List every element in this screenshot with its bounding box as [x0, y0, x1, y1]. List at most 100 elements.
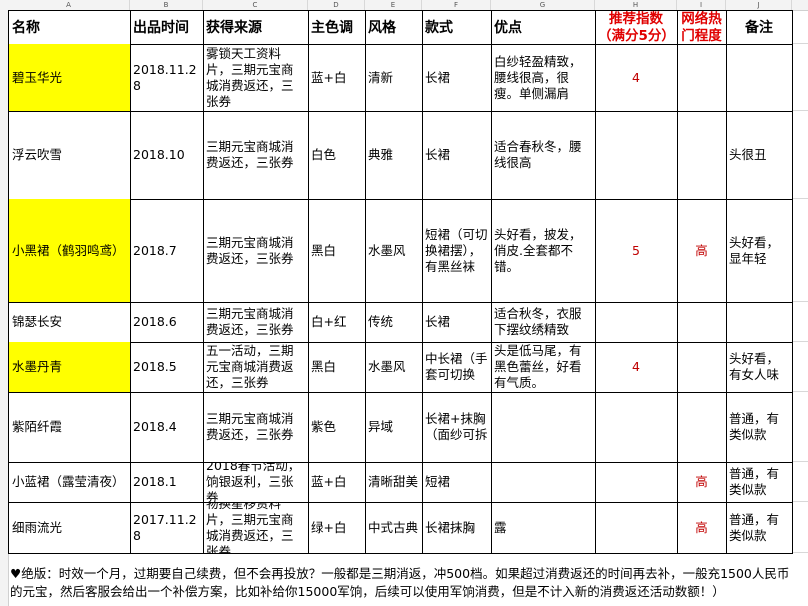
cell-hot[interactable]: [677, 111, 727, 200]
cell-hot[interactable]: [677, 392, 727, 463]
cell-style[interactable]: 水墨风: [365, 199, 423, 303]
header-cell-color[interactable]: 主色调: [308, 10, 366, 45]
cell-source[interactable]: 物换星移资料片，三期元宝商城消费返还，三张券: [203, 502, 309, 554]
cell-rating[interactable]: [595, 302, 678, 343]
column-letter-D[interactable]: D: [308, 0, 365, 10]
cell-rating[interactable]: [595, 502, 678, 554]
cell-name[interactable]: 小蓝裙（露莹清夜）: [8, 462, 131, 503]
cell-name[interactable]: 小黑裙（鹤羽鸣鸢）: [8, 199, 131, 303]
cell-pros[interactable]: 头是低马尾，有黑色蕾丝，好看有气质。: [491, 342, 596, 393]
column-letter-B[interactable]: B: [130, 0, 203, 10]
cell-rating[interactable]: 5: [595, 199, 678, 303]
cell-date[interactable]: 2018.4: [130, 392, 204, 463]
cell-name[interactable]: 细雨流光: [8, 502, 131, 554]
cell-hot[interactable]: [677, 302, 727, 343]
column-letter-H[interactable]: H: [595, 0, 677, 10]
cell-hot[interactable]: 高: [677, 462, 727, 503]
cell-color[interactable]: 黑白: [308, 342, 366, 393]
cell-style[interactable]: 传统: [365, 302, 423, 343]
cell-rating[interactable]: 4: [595, 44, 678, 112]
cell-type[interactable]: 长裙: [422, 44, 492, 112]
cell-style[interactable]: 中式古典: [365, 502, 423, 554]
header-cell-rating[interactable]: 推荐指数（满分5分）: [595, 10, 678, 45]
header-cell-hot[interactable]: 网络热门程度: [677, 10, 727, 45]
cell-style[interactable]: 清新: [365, 44, 423, 112]
cell-type[interactable]: 长裙: [422, 111, 492, 200]
cell-hot[interactable]: [677, 342, 727, 393]
cell-note[interactable]: 普通，有类似款: [726, 392, 793, 463]
cell-color[interactable]: 紫色: [308, 392, 366, 463]
cell-type[interactable]: 短裙（可切换裙摆），有黑丝袜: [422, 199, 492, 303]
cell-name[interactable]: 紫陌纤霞: [8, 392, 131, 463]
cell-source[interactable]: 五一活动，三期元宝商城消费返还，三张券: [203, 342, 309, 393]
cell-type[interactable]: 长裙抹胸: [422, 502, 492, 554]
column-letter-E[interactable]: E: [365, 0, 422, 10]
column-letter-C[interactable]: C: [203, 0, 308, 10]
cell-color[interactable]: 绿+白: [308, 502, 366, 554]
cell-color[interactable]: 蓝+白: [308, 462, 366, 503]
cell-type[interactable]: 长裙: [422, 302, 492, 343]
cell-source[interactable]: 三期元宝商城消费返还，三张券: [203, 392, 309, 463]
cell-rating[interactable]: [595, 392, 678, 463]
header-cell-style[interactable]: 风格: [365, 10, 423, 45]
cell-color[interactable]: 蓝+白: [308, 44, 366, 112]
column-letter-F[interactable]: F: [422, 0, 491, 10]
cell-note[interactable]: 普通，有类似款: [726, 502, 793, 554]
cell-source[interactable]: 三期元宝商城消费返还，三张券: [203, 199, 309, 303]
cell-name[interactable]: 锦瑟长安: [8, 302, 131, 343]
cell-pros[interactable]: 头好看，披发，俏皮.全套都不错。: [491, 199, 596, 303]
cell-name[interactable]: 水墨丹青: [8, 342, 131, 393]
header-cell-name[interactable]: 名称: [8, 10, 131, 45]
header-cell-type[interactable]: 款式: [422, 10, 492, 45]
cell-note[interactable]: [726, 44, 793, 112]
header-cell-date[interactable]: 出品时间: [130, 10, 204, 45]
cell-style[interactable]: 异域: [365, 392, 423, 463]
cell-note[interactable]: 头很丑: [726, 111, 793, 200]
cell-pros[interactable]: 露: [491, 502, 596, 554]
cell-source[interactable]: 2018春节活动，饷银返利，三张券: [203, 462, 309, 503]
cell-pros[interactable]: [491, 462, 596, 503]
cell-pros[interactable]: 适合春秋冬，腰线很高: [491, 111, 596, 200]
cell-style[interactable]: 水墨风: [365, 342, 423, 393]
cell-rating[interactable]: [595, 111, 678, 200]
cell-pros[interactable]: 白纱轻盈精致，腰线很高，很瘦。单侧漏肩: [491, 44, 596, 112]
cell-style[interactable]: 典雅: [365, 111, 423, 200]
cell-color[interactable]: 黑白: [308, 199, 366, 303]
column-letter-J[interactable]: J: [726, 0, 792, 10]
cell-name[interactable]: 浮云吹雪: [8, 111, 131, 200]
column-letter-G[interactable]: G: [491, 0, 595, 10]
cell-color[interactable]: 白+红: [308, 302, 366, 343]
cell-note[interactable]: 头好看，有女人味: [726, 342, 793, 393]
header-cell-pros[interactable]: 优点: [491, 10, 596, 45]
cell-type[interactable]: 长裙+抹胸（面纱可拆: [422, 392, 492, 463]
cell-pros[interactable]: [491, 392, 596, 463]
cell-source[interactable]: 三期元宝商城消费返还，三张券: [203, 111, 309, 200]
cell-hot[interactable]: 高: [677, 502, 727, 554]
cell-date[interactable]: 2018.11.28: [130, 44, 204, 112]
cell-name[interactable]: 碧玉华光: [8, 44, 131, 112]
cell-date[interactable]: 2018.7: [130, 199, 204, 303]
cell-type[interactable]: 短裙: [422, 462, 492, 503]
cell-date[interactable]: 2017.11.28: [130, 502, 204, 554]
header-cell-source[interactable]: 获得来源: [203, 10, 309, 45]
cell-date[interactable]: 2018.10: [130, 111, 204, 200]
column-letter-I[interactable]: I: [677, 0, 726, 10]
cell-pros[interactable]: 适合秋冬，衣服下摆纹绣精致: [491, 302, 596, 343]
header-cell-note[interactable]: 备注: [726, 10, 793, 45]
cell-hot[interactable]: 高: [677, 199, 727, 303]
cell-source[interactable]: 三期元宝商城消费返还，三张券: [203, 302, 309, 343]
cell-note[interactable]: 普通，有类似款: [726, 462, 793, 503]
cell-note[interactable]: 头好看，显年轻: [726, 199, 793, 303]
cell-rating[interactable]: [595, 462, 678, 503]
cell-rating[interactable]: 4: [595, 342, 678, 393]
cell-hot[interactable]: [677, 44, 727, 112]
cell-source[interactable]: 雾锁天工资料片，三期元宝商城消费返还，三张券: [203, 44, 309, 112]
cell-date[interactable]: 2018.6: [130, 302, 204, 343]
cell-type[interactable]: 中长裙（手套可切换: [422, 342, 492, 393]
cell-date[interactable]: 2018.1: [130, 462, 204, 503]
cell-color[interactable]: 白色: [308, 111, 366, 200]
column-letter-A[interactable]: A: [8, 0, 130, 10]
cell-date[interactable]: 2018.5: [130, 342, 204, 393]
cell-style[interactable]: 清晰甜美: [365, 462, 423, 503]
cell-note[interactable]: [726, 302, 793, 343]
